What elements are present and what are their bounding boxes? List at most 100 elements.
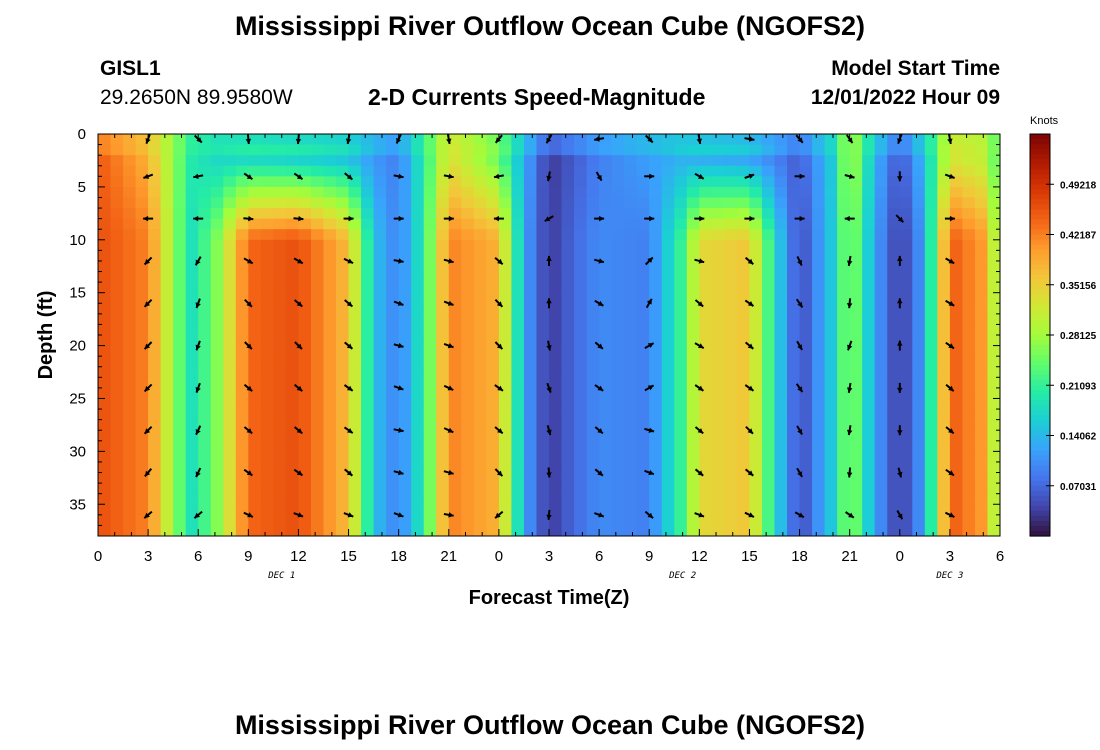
heatmap-cell: [173, 440, 187, 452]
heatmap-cell: [549, 313, 563, 326]
heatmap-cell: [348, 282, 362, 294]
heatmap-cell: [912, 239, 926, 251]
heatmap-cell: [223, 271, 237, 283]
heatmap-cell: [949, 504, 964, 516]
heatmap-cell: [448, 292, 462, 304]
heatmap-cell: [761, 271, 776, 283]
heatmap-cell: [611, 377, 625, 389]
heatmap-cell: [899, 250, 913, 262]
heatmap-cell: [699, 313, 713, 326]
heatmap-cell: [536, 144, 550, 156]
heatmap-cell: [649, 345, 663, 357]
heatmap-cell: [899, 260, 913, 273]
heatmap-cell: [824, 186, 838, 199]
heatmap-cell: [436, 398, 450, 410]
heatmap-cell: [899, 229, 913, 241]
heatmap-cell: [636, 409, 650, 421]
heatmap-cell: [787, 324, 801, 336]
heatmap-cell: [423, 229, 437, 241]
heatmap-cell: [110, 419, 124, 431]
heatmap-cell: [974, 208, 989, 220]
heatmap-cell: [711, 208, 725, 220]
heatmap-cell: [599, 303, 613, 315]
heatmap-cell: [949, 430, 964, 442]
heatmap-cell: [636, 144, 650, 156]
heatmap-cell: [348, 271, 362, 283]
heatmap-cell: [210, 409, 224, 421]
heatmap-cell: [486, 451, 500, 463]
heatmap-cell: [173, 155, 187, 167]
heatmap-cell: [686, 483, 700, 495]
heatmap-cell: [799, 377, 813, 389]
heatmap-cell: [298, 282, 312, 294]
heatmap-cell: [448, 208, 462, 220]
current-vector-arrow: [796, 255, 803, 266]
heatmap-cell: [486, 377, 500, 389]
heatmap-cell: [448, 356, 462, 368]
heatmap-cell: [599, 186, 613, 199]
heatmap-cell: [461, 324, 475, 336]
heatmap-cell: [123, 144, 137, 156]
heatmap-cell: [461, 483, 475, 495]
colorbar-units: Knots: [1030, 115, 1059, 127]
heatmap-cell: [173, 260, 187, 273]
current-vector-arrow: [546, 467, 552, 478]
heatmap-cell: [248, 514, 262, 527]
heatmap-cell: [373, 461, 387, 474]
heatmap-cell: [235, 197, 249, 209]
heatmap-cell: [787, 472, 801, 484]
heatmap-cell: [599, 260, 613, 273]
heatmap-cell: [949, 461, 964, 474]
heatmap-cell: [711, 345, 725, 357]
heatmap-cell: [285, 292, 300, 304]
heatmap-cell: [98, 356, 112, 368]
heatmap-cell: [160, 472, 174, 484]
heatmap-cell: [837, 377, 851, 389]
current-vector-arrow: [644, 173, 655, 180]
heatmap-cell: [799, 440, 813, 452]
heatmap-cell: [837, 430, 851, 442]
heatmap-cell: [899, 483, 913, 495]
heatmap-cell: [373, 176, 387, 188]
heatmap-cell: [924, 218, 938, 230]
heatmap-cell: [348, 525, 362, 536]
heatmap-cell: [160, 461, 174, 474]
heatmap-cell: [649, 292, 663, 304]
heatmap-cell: [549, 292, 563, 304]
heatmap-cell: [411, 345, 425, 357]
heatmap-cell: [110, 208, 124, 220]
heatmap-cell: [260, 483, 274, 495]
heatmap-cell: [749, 134, 763, 146]
heatmap-cell: [386, 387, 400, 400]
heatmap-cell: [774, 345, 788, 357]
heatmap-cell: [173, 313, 187, 326]
heatmap-cell: [812, 144, 826, 156]
heatmap-cell: [924, 514, 938, 527]
heatmap-cell: [749, 345, 763, 357]
heatmap-cell: [198, 387, 212, 400]
heatmap-cell: [949, 440, 964, 452]
heatmap-cell: [736, 155, 751, 167]
heatmap-cell: [549, 504, 563, 516]
current-vector-arrow: [443, 300, 454, 306]
current-vector-arrow: [494, 468, 504, 477]
heatmap-cell: [599, 282, 613, 294]
heatmap-cell: [198, 176, 212, 188]
heatmap-cell: [824, 229, 838, 241]
heatmap-cell: [361, 208, 375, 220]
heatmap-cell: [799, 493, 813, 505]
heatmap-cell: [185, 218, 199, 230]
heatmap-cell: [987, 461, 1000, 474]
current-vector-arrow: [546, 171, 552, 182]
heatmap-cell: [235, 239, 249, 251]
heatmap-cell: [423, 282, 437, 294]
heatmap-cell: [799, 218, 813, 230]
heatmap-cell: [586, 176, 600, 188]
heatmap-cell: [185, 356, 199, 368]
heatmap-cell: [912, 208, 926, 220]
heatmap-cell: [461, 134, 475, 146]
heatmap-cell: [799, 451, 813, 463]
heatmap-cell: [135, 313, 149, 326]
colorbar-tick-label: 0.21093: [1060, 381, 1097, 392]
current-vector-arrow: [546, 382, 552, 393]
